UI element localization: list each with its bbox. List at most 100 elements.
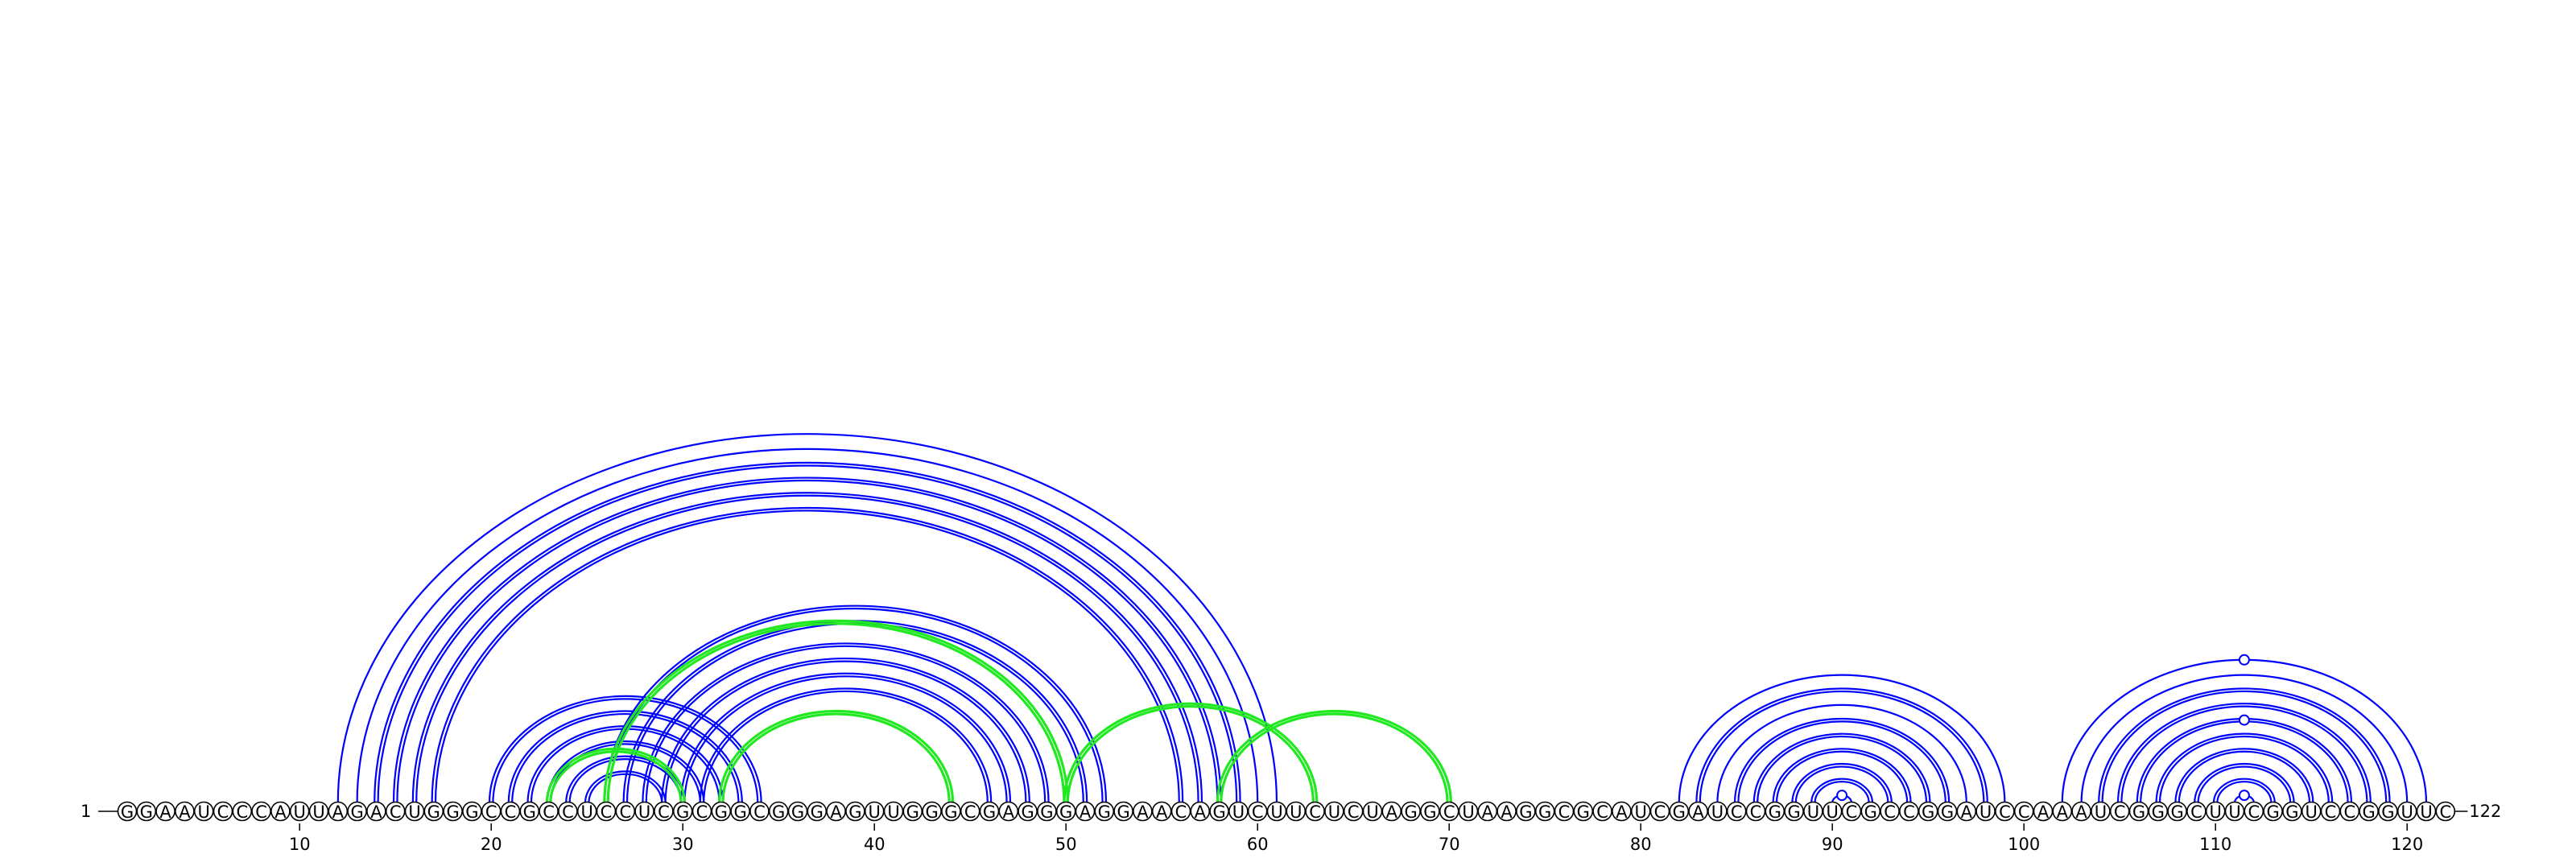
- nucleotide-letter: U: [1635, 802, 1647, 822]
- nucleotide-circle: [2109, 801, 2130, 822]
- nucleotide-letter: G: [1787, 802, 1800, 822]
- base-pair-arc: [2212, 778, 2276, 803]
- nucleotide: U: [1228, 801, 1249, 822]
- nucleotide-circle: [1075, 801, 1096, 822]
- base-pair-arc: [526, 725, 724, 803]
- nucleotide: C: [2244, 801, 2264, 822]
- nucleotide-circle: [2224, 801, 2245, 822]
- nucleotide-letter: U: [1232, 802, 1245, 822]
- base-pair-arc: [664, 660, 1027, 803]
- nucleotide-circle: [1055, 801, 1076, 822]
- base-pair-arc: [2178, 750, 2311, 803]
- nucleotide: G: [1420, 801, 1440, 822]
- nucleotide: C: [1592, 801, 1612, 822]
- base-pair-arc: [356, 448, 1259, 803]
- alt-pair-arc: [1063, 702, 1319, 803]
- nucleotide: C: [1899, 801, 1919, 822]
- nucleotide-letter: G: [925, 802, 938, 822]
- nucleotide-letter: A: [2057, 802, 2069, 822]
- nucleotide: U: [2396, 801, 2417, 822]
- tick-label: 120: [2391, 835, 2423, 854]
- nucleotide: G: [979, 801, 1000, 822]
- nucleotide-circle: [1170, 801, 1191, 822]
- alt-pair-arc: [721, 712, 951, 803]
- nucleotide-letter: C: [1884, 802, 1896, 822]
- pair-marker: [2238, 714, 2250, 726]
- base-pair-arc: [2174, 748, 2314, 803]
- nucleotide: C: [1554, 801, 1575, 822]
- nucleotide-circle: [1343, 801, 1364, 822]
- nucleotide: G: [730, 801, 750, 822]
- tick-label: 40: [864, 835, 886, 854]
- base-pair-arc: [431, 506, 1184, 803]
- nucleotide-letter: G: [848, 802, 861, 822]
- nucleotide: A: [328, 801, 349, 822]
- tick-label: 20: [481, 835, 502, 854]
- nucleotide-letter: U: [2401, 802, 2413, 822]
- nucleotide-letter: G: [2132, 802, 2145, 822]
- nucleotide: G: [941, 801, 961, 822]
- nucleotide-letter: G: [1577, 802, 1590, 822]
- base-pair-arc: [1794, 765, 1889, 803]
- nucleotide-letter: G: [1922, 802, 1934, 822]
- nucleotide-circle: [1822, 801, 1843, 822]
- nucleotide: U: [1286, 801, 1307, 822]
- base-pair-arc: [2098, 687, 2391, 803]
- nucleotide-circle: [175, 801, 195, 822]
- nucleotide-circle: [539, 801, 559, 822]
- nucleotide: U: [1822, 801, 1843, 822]
- nucleotide-letter: A: [1692, 802, 1704, 822]
- tick-label: 100: [2008, 835, 2040, 854]
- nucleotide-letter: G: [140, 802, 153, 822]
- nucleotide: G: [1534, 801, 1555, 822]
- nucleotide: G: [2167, 801, 2187, 822]
- nucleotide: A: [2052, 801, 2073, 822]
- nucleotide-letter: U: [638, 802, 650, 822]
- end-group: 122: [2454, 802, 2501, 821]
- base-pair-arc: [434, 509, 1180, 803]
- nucleotide-letter: G: [2381, 802, 2394, 822]
- nucleotide-circle: [2091, 801, 2111, 822]
- tick-label: 80: [1630, 835, 1652, 854]
- alt-pair-arc: [606, 622, 1066, 803]
- nucleotide-circle: [1247, 801, 1268, 822]
- base-pair-arc: [1772, 748, 1912, 803]
- nucleotide-circle: [864, 801, 885, 822]
- nucleotide: G: [1055, 801, 1076, 822]
- nucleotide-letter: A: [1195, 802, 1207, 822]
- nucleotide-letter: U: [1462, 802, 1474, 822]
- nucleotide-letter: U: [1270, 802, 1282, 822]
- nucleotide-letter: G: [1117, 802, 1129, 822]
- nucleotide: G: [2263, 801, 2283, 822]
- nucleotide: A: [175, 801, 195, 822]
- nucleotide-letter: A: [1080, 802, 1092, 822]
- nucleotide-circle: [1362, 801, 1383, 822]
- nucleotide: G: [1401, 801, 1421, 822]
- alt-pair-arc: [549, 750, 683, 803]
- nucleotide: A: [1381, 801, 1402, 822]
- nucleotide-circle: [2244, 801, 2264, 822]
- nucleotide-circle: [1554, 801, 1575, 822]
- pair-marker: [1836, 790, 1848, 802]
- nucleotide: A: [1151, 801, 1172, 822]
- base-pair-arc: [1814, 781, 1870, 803]
- nucleotide-letter: A: [1156, 802, 1168, 822]
- nucleotide-letter: G: [350, 802, 363, 822]
- nucleotide: C: [1841, 801, 1862, 822]
- nucleotide-letter: A: [1961, 802, 1973, 822]
- nucleotide-circle: [2033, 801, 2054, 822]
- nucleotide-letter: G: [1404, 802, 1417, 822]
- nucleotide-circle: [2282, 801, 2302, 822]
- base-pair-arc: [642, 642, 1050, 803]
- nucleotide: C: [1745, 801, 1766, 822]
- nucleotide: U: [2091, 801, 2111, 822]
- nucleotide-circle: [2128, 801, 2149, 822]
- nucleotide-letter: A: [2075, 802, 2087, 822]
- start-label: 1: [80, 802, 91, 821]
- base-pair-arc: [1810, 778, 1874, 803]
- nucleotide: G: [1573, 801, 1594, 822]
- nucleotide-letter: G: [1098, 802, 1111, 822]
- nucleotide-letter: U: [1366, 802, 1378, 822]
- nucleotide: C: [1439, 801, 1459, 822]
- nucleotide: G: [672, 801, 693, 822]
